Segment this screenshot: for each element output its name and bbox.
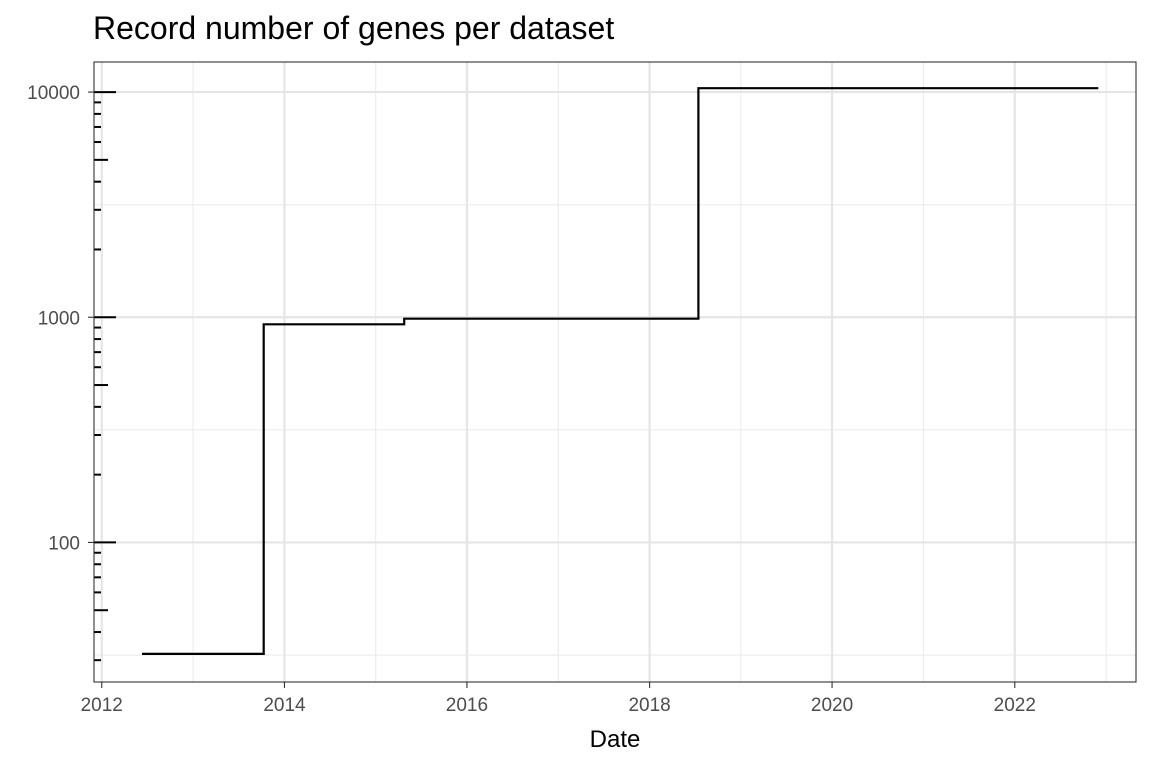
x-tick-label: 2022 (994, 695, 1036, 716)
y-tick-label: 1000 (38, 308, 80, 329)
x-tick-label: 2012 (81, 695, 123, 716)
x-tick-label: 2018 (628, 695, 670, 716)
x-tick-label: 2020 (811, 695, 853, 716)
x-tick-label: 2014 (263, 695, 306, 716)
x-tick-label: 2016 (446, 695, 488, 716)
x-axis-title: Date (590, 726, 641, 753)
y-rug (94, 91, 116, 662)
y-axis: 100 1000 10000 (27, 83, 94, 554)
y-tick-label: 100 (48, 533, 80, 554)
y-tick-label: 10000 (27, 83, 80, 104)
x-axis: 2012 2014 2016 2018 2020 2022 (81, 682, 1036, 716)
chart-title: Record number of genes per dataset (93, 10, 614, 46)
series-step-line (142, 87, 1099, 655)
grid (94, 62, 1136, 682)
plot-panel (93, 61, 1137, 683)
data-series (142, 87, 1099, 655)
